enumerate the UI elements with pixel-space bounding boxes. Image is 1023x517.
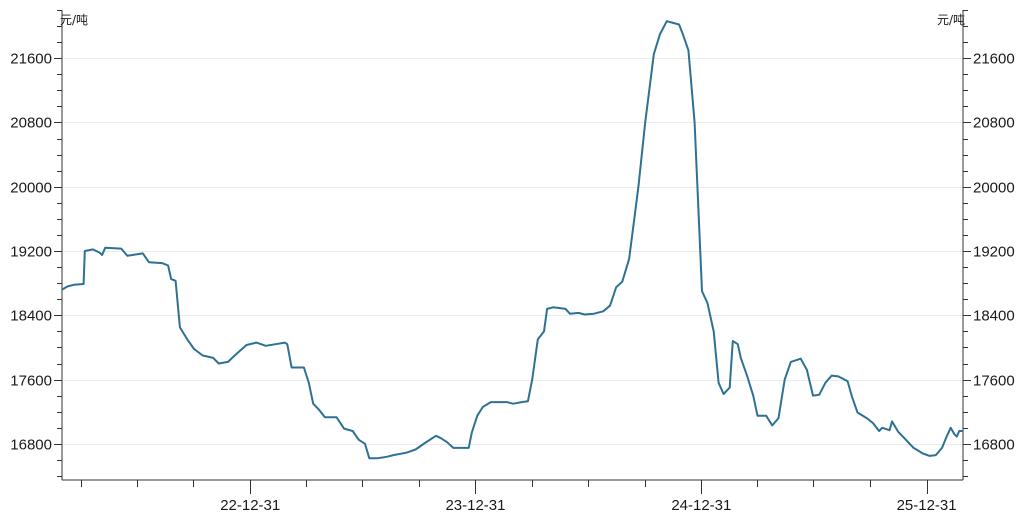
left-y-tick-label: 21600 [10,51,52,68]
tick-marks [54,10,971,494]
x-tick-label: 25-12-31 [897,497,957,514]
left-y-tick-label: 19200 [10,244,52,261]
x-tick-label: 23-12-31 [445,497,505,514]
right-unit-label: 元/吨 [937,13,965,27]
x-tick-label: 24-12-31 [671,497,731,514]
series [61,20,963,460]
left-y-tick-label: 17600 [10,373,52,390]
left-unit-label: 元/吨 [60,13,88,27]
left-y-tick-label: 20000 [10,180,52,197]
left-y-tick-label: 20800 [10,115,52,132]
right-y-tick-label: 21600 [973,51,1015,68]
left-y-tick-label: 18400 [10,308,52,325]
series-line-0 [61,20,963,460]
tick-labels: 16800 16800 17600 17600 18400 18400 19200 19200… [10,51,1014,515]
grid-lines [63,58,962,445]
right-y-tick-label: 19200 [973,244,1015,261]
x-tick-label: 22-12-31 [220,497,280,514]
axes [61,10,964,481]
right-y-tick-label: 20000 [973,180,1015,197]
left-y-tick-label: 16800 [10,437,52,454]
right-y-tick-label: 18400 [973,308,1015,325]
right-y-tick-label: 16800 [973,437,1015,454]
right-y-tick-label: 17600 [973,373,1015,390]
right-y-tick-label: 20800 [973,115,1015,132]
